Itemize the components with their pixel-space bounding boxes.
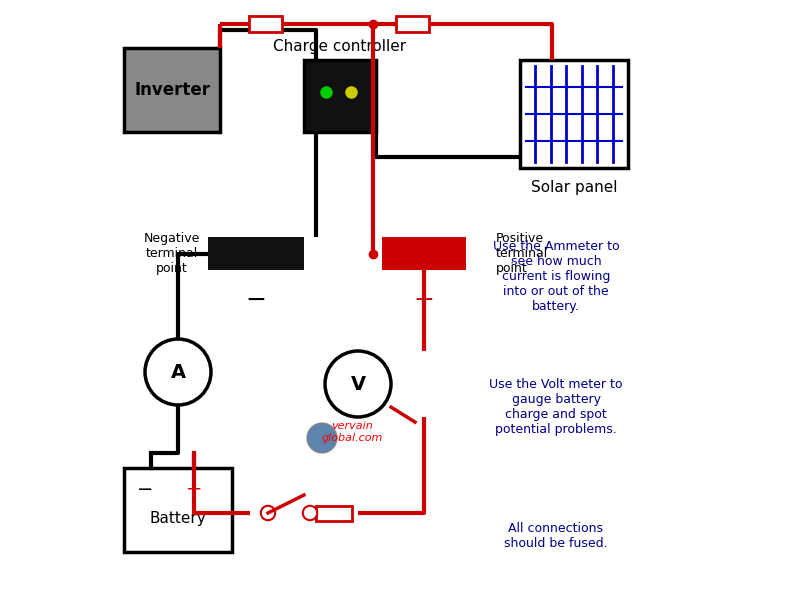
Bar <box>316 505 352 521</box>
Text: V: V <box>350 374 366 394</box>
Circle shape <box>261 506 275 520</box>
Text: Use the Ammeter to
see how much
current is flowing
into or out of the
battery.: Use the Ammeter to see how much current … <box>493 240 619 313</box>
Text: Battery: Battery <box>150 511 206 526</box>
Text: Use the Volt meter to
gauge battery
charge and spot
potential problems.: Use the Volt meter to gauge battery char… <box>490 378 622 436</box>
Text: −: − <box>138 480 154 499</box>
Bar <box>304 60 376 132</box>
Bar <box>124 48 220 132</box>
Bar <box>395 16 429 31</box>
Circle shape <box>145 339 211 405</box>
Text: All connections
should be fused.: All connections should be fused. <box>504 522 608 550</box>
Bar <box>249 16 282 31</box>
Text: −: − <box>246 288 266 312</box>
Text: Inverter: Inverter <box>134 81 210 99</box>
Text: Charge controller: Charge controller <box>274 39 406 54</box>
Circle shape <box>325 351 391 417</box>
Text: vervain
global.com: vervain global.com <box>322 421 382 443</box>
Bar <box>382 237 466 270</box>
Text: Negative
terminal
point: Negative terminal point <box>144 232 200 275</box>
Text: A: A <box>170 362 186 382</box>
Circle shape <box>307 423 337 453</box>
Bar <box>520 60 628 168</box>
Text: +: + <box>414 288 434 312</box>
Circle shape <box>302 506 318 520</box>
Text: Solar panel: Solar panel <box>530 180 618 195</box>
Bar <box>124 468 232 552</box>
Bar <box>208 237 304 270</box>
Text: Positive
terminal
point: Positive terminal point <box>496 232 548 275</box>
Text: +: + <box>186 480 202 499</box>
